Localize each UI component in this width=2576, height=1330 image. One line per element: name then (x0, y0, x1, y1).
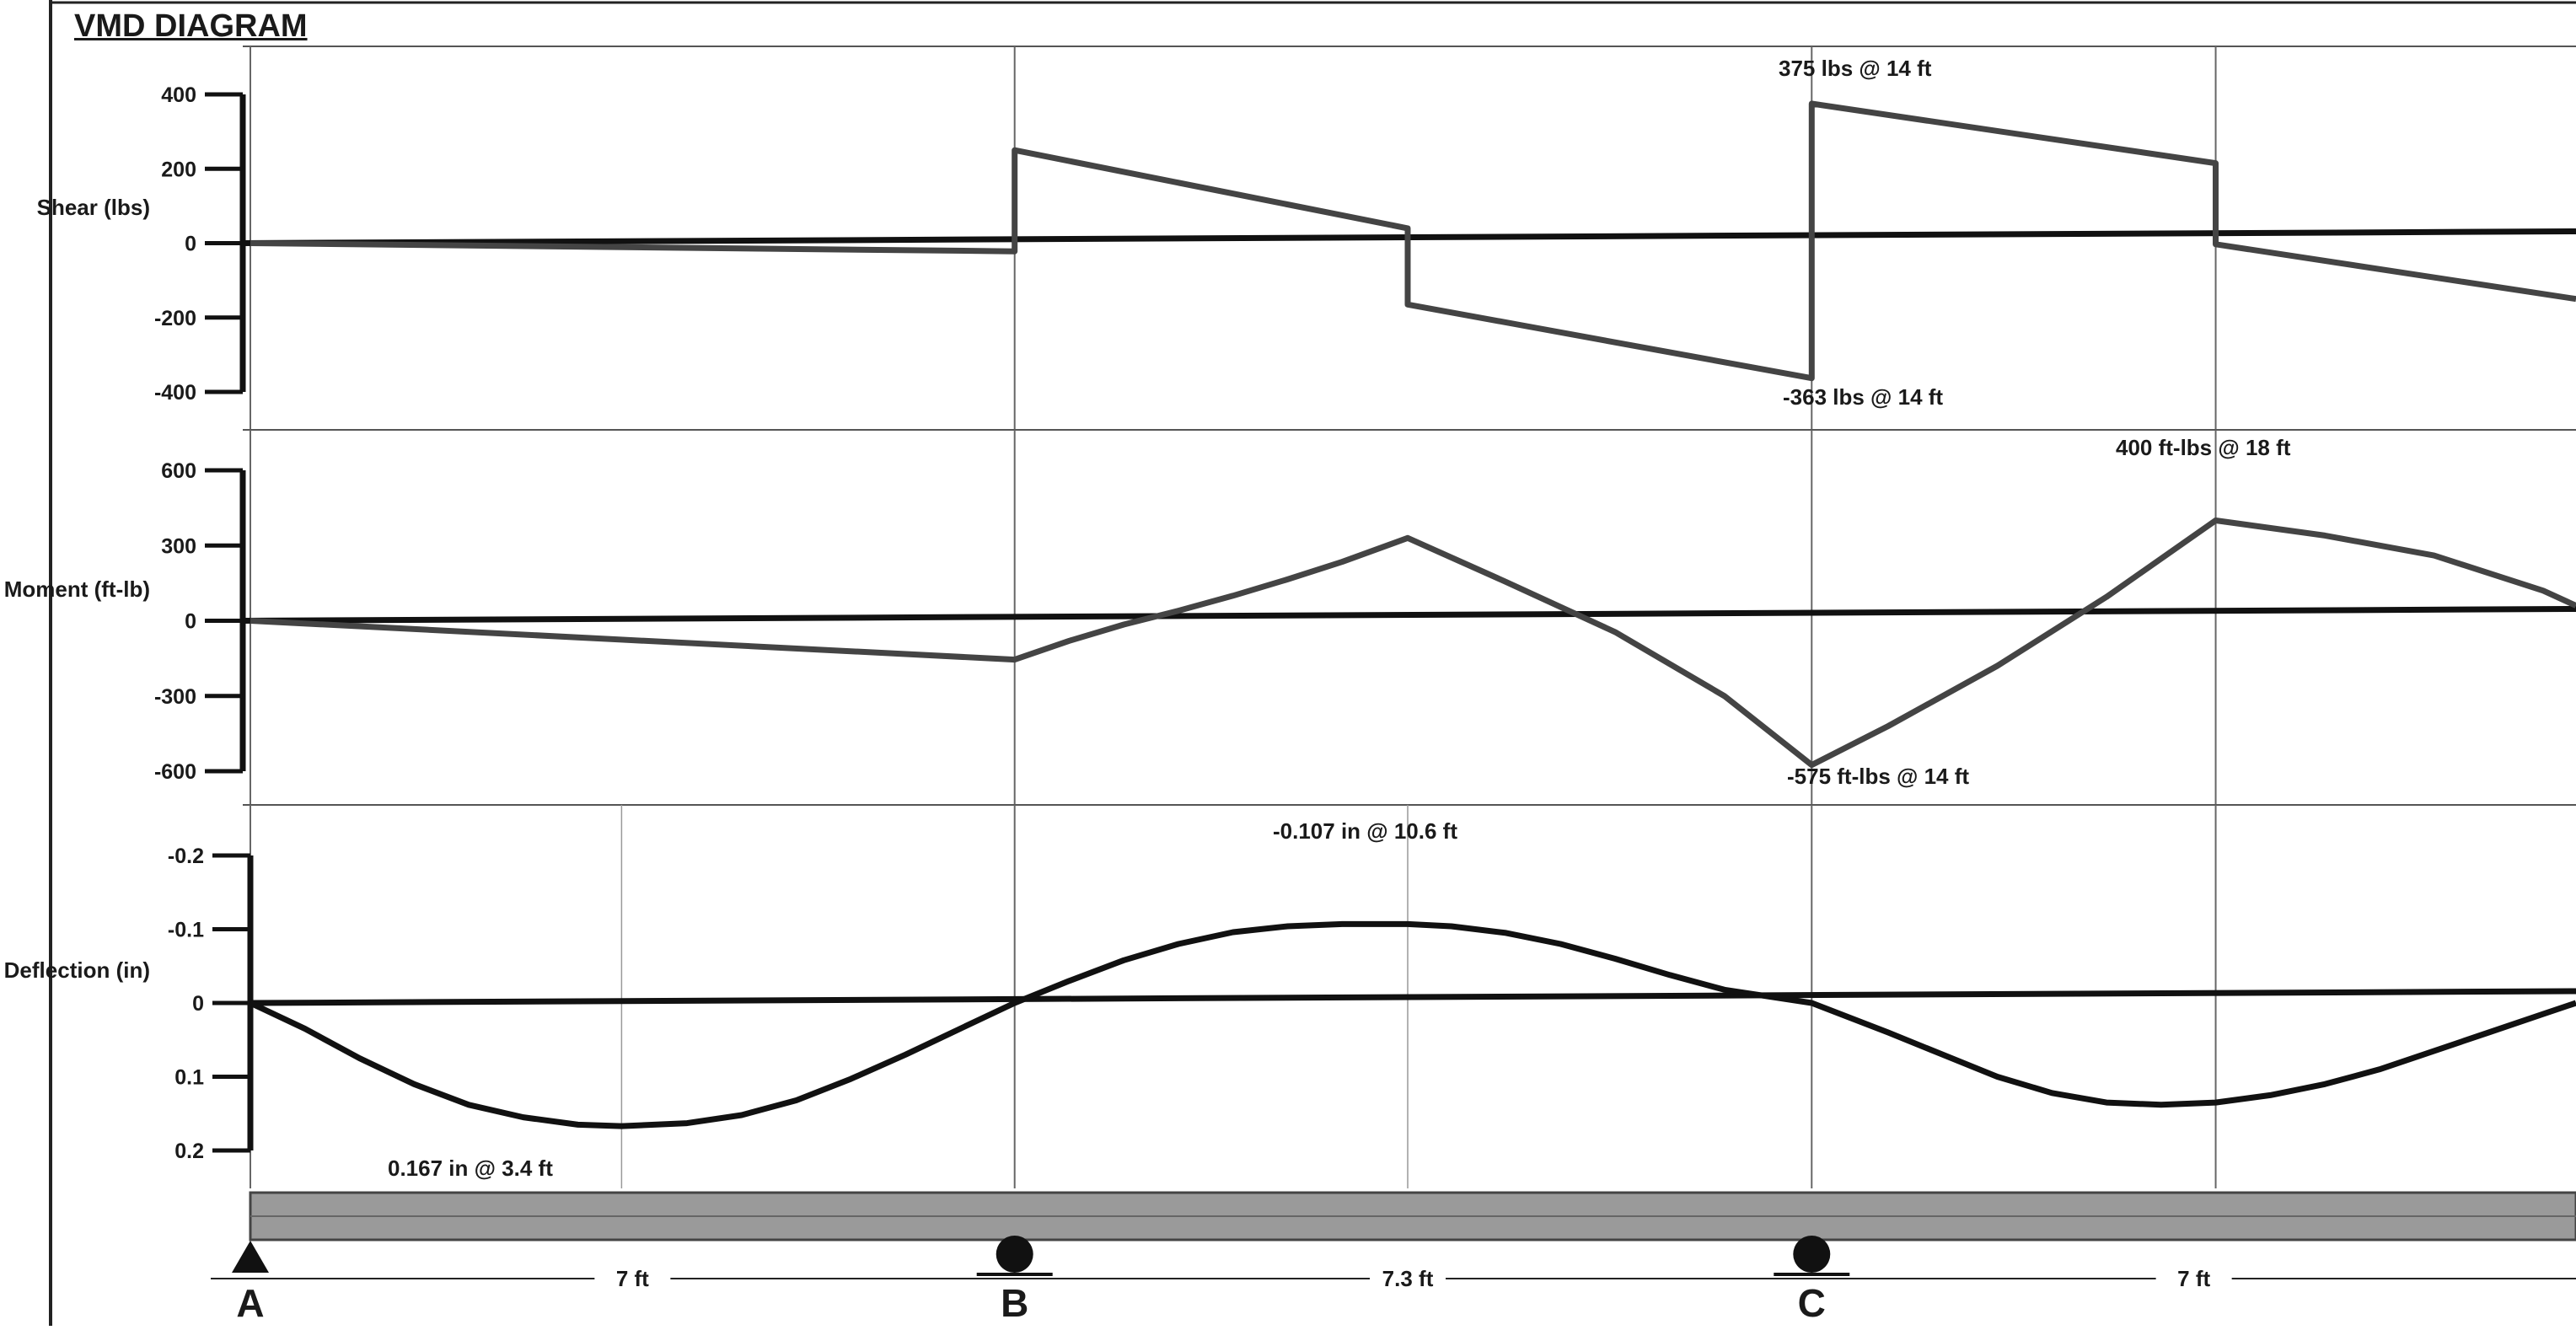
y-tick-label: 0 (185, 233, 196, 256)
y-tick-label: 600 (161, 459, 196, 483)
data-label: -363 lbs @ 14 ft (1783, 384, 1943, 410)
support-pin-A (232, 1241, 269, 1273)
data-label: 0.167 in @ 3.4 ft (388, 1156, 553, 1181)
y-tick-label: -0.2 (168, 845, 204, 868)
span-label-bg (594, 1264, 671, 1290)
zero-baseline (242, 606, 2576, 624)
y-tick-label: -400 (154, 381, 196, 405)
y-tick-label: 400 (161, 83, 196, 107)
y-tick-label: 0 (185, 610, 196, 634)
support-roller-B (996, 1236, 1033, 1273)
support-label: B (1001, 1281, 1028, 1325)
data-label: -0.107 in @ 10.6 ft (1273, 818, 1457, 844)
series-line (249, 920, 2576, 1129)
span-label: 7 ft (616, 1266, 649, 1291)
y-tick-label: 0.2 (174, 1140, 204, 1163)
support-roller-C (1793, 1236, 1831, 1273)
y-axis-label: Moment (ft-lb) (4, 577, 150, 602)
support-label: C (1798, 1281, 1826, 1325)
series-line (250, 100, 2576, 382)
y-axis-label: Shear (lbs) (37, 195, 150, 220)
y-tick-label: 0.1 (174, 1066, 204, 1090)
y-tick-label: 0 (192, 992, 204, 1016)
zero-baseline (250, 988, 2576, 1006)
series-line (250, 518, 2576, 769)
span-label-bg (1370, 1264, 1446, 1290)
page-title: VMD DIAGRAM (74, 8, 308, 44)
y-tick-label: 200 (161, 158, 196, 181)
y-tick-label: 300 (161, 534, 196, 558)
y-axis-label: Deflection (in) (4, 957, 150, 983)
support-label: A (236, 1281, 264, 1325)
y-tick-label: -300 (154, 685, 196, 709)
span-label: 7.3 ft (1382, 1266, 1434, 1291)
span-label-bg (2155, 1264, 2232, 1290)
y-tick-label: -0.1 (168, 919, 204, 942)
y-tick-label: -600 (154, 760, 196, 784)
span-label: 7 ft (2177, 1266, 2210, 1291)
data-label: -575 ft-lbs @ 14 ft (1787, 764, 1969, 789)
data-label: 400 ft-lbs @ 18 ft (2116, 435, 2291, 460)
y-tick-label: -200 (154, 307, 196, 330)
data-label: 375 lbs @ 14 ft (1779, 56, 1932, 81)
